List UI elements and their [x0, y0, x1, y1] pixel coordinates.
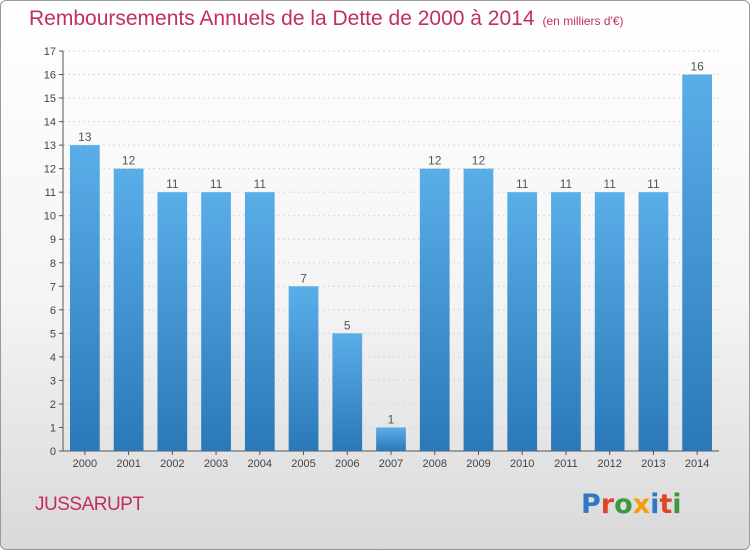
y-tick-label: 17	[44, 46, 56, 58]
data-label-2013: 11	[647, 177, 660, 191]
data-label-2014: 16	[690, 60, 704, 74]
data-label-2003: 11	[210, 177, 223, 191]
bar-2001	[113, 168, 144, 451]
x-tick-label-2007: 2007	[379, 458, 403, 470]
logo-letter: i	[650, 489, 660, 520]
bar-2004	[244, 192, 275, 452]
bar-2014	[682, 74, 713, 451]
bar-2011	[551, 192, 581, 452]
bar-2008	[419, 168, 450, 451]
y-tick-label: 16	[44, 70, 56, 82]
bar-2013	[638, 192, 669, 452]
x-tick-label-2002: 2002	[160, 458, 184, 470]
commune-name: JUSSARUPT	[35, 494, 144, 515]
bar-2007	[376, 427, 406, 451]
data-label-2010: 11	[516, 177, 529, 191]
y-tick-label: 5	[50, 328, 56, 340]
data-label-2004: 11	[254, 177, 267, 191]
y-tick-label: 6	[50, 305, 56, 317]
data-label-2001: 12	[122, 154, 136, 168]
logo-letter: i	[672, 489, 682, 520]
y-tick-label: 8	[50, 258, 56, 270]
x-tick-label-2006: 2006	[335, 458, 359, 470]
y-tick-label: 13	[44, 140, 56, 152]
data-label-2006: 5	[344, 318, 351, 332]
x-tick-label-2000: 2000	[73, 458, 97, 470]
x-tick-label-2011: 2011	[554, 458, 578, 470]
y-tick-label: 2	[50, 399, 56, 411]
logo-letter: x	[632, 489, 651, 520]
y-tick-label: 4	[50, 352, 56, 364]
logo-letter: t	[659, 489, 673, 520]
data-label-2008: 12	[428, 154, 442, 168]
x-tick-label-2013: 2013	[641, 458, 665, 470]
y-tick-label: 7	[50, 281, 56, 293]
logo-letter: o	[614, 489, 633, 520]
x-tick-label-2004: 2004	[248, 458, 272, 470]
bar-2003	[201, 192, 231, 452]
chart-title: Remboursements Annuels de la Dette de 20…	[29, 7, 624, 31]
chart-title-text: Remboursements Annuels de la Dette de 20…	[29, 7, 535, 30]
data-labels: 13 12 11 11 11 7 5 1 12 12 11 11 11 11 16	[78, 60, 704, 427]
logo-letter: P	[581, 489, 601, 520]
x-tick-label-2014: 2014	[685, 458, 709, 470]
y-tick-label: 10	[44, 211, 56, 223]
data-label-2000: 13	[78, 130, 92, 144]
bars	[69, 74, 713, 452]
data-label-2007: 1	[388, 412, 395, 426]
data-label-2002: 11	[166, 177, 179, 191]
y-tick-label: 0	[50, 446, 56, 458]
bar-2006	[332, 333, 363, 451]
proxiti-logo: Proxiti	[581, 489, 682, 520]
y-tick-label: 9	[50, 234, 56, 246]
x-tick-label-2012: 2012	[597, 458, 621, 470]
bar-2009	[463, 168, 494, 451]
x-tick-label-2003: 2003	[204, 458, 228, 470]
x-tick-label-2005: 2005	[291, 458, 315, 470]
y-tick-label: 1	[50, 422, 56, 434]
logo-letter: r	[600, 489, 615, 520]
bar-2005	[288, 286, 319, 451]
bar-2010	[507, 192, 538, 452]
bar-2002	[157, 192, 188, 452]
x-tick-label-2009: 2009	[466, 458, 490, 470]
data-label-2005: 7	[300, 271, 307, 285]
y-tick-label: 12	[44, 164, 56, 176]
data-label-2009: 12	[472, 154, 486, 168]
x-tick-label-2008: 2008	[422, 458, 446, 470]
x-tick-label-2001: 2001	[116, 458, 140, 470]
chart-subtitle: (en milliers d'€)	[542, 14, 624, 28]
bar-2000	[69, 145, 100, 451]
bar-2012	[594, 192, 625, 452]
y-tick-label: 3	[50, 375, 56, 387]
y-tick-label: 15	[44, 93, 56, 105]
data-label-2012: 11	[603, 177, 616, 191]
y-tick-label: 11	[45, 187, 56, 199]
x-tick-label-2010: 2010	[510, 458, 534, 470]
y-tick-label: 14	[44, 117, 56, 129]
data-label-2011: 11	[560, 177, 573, 191]
